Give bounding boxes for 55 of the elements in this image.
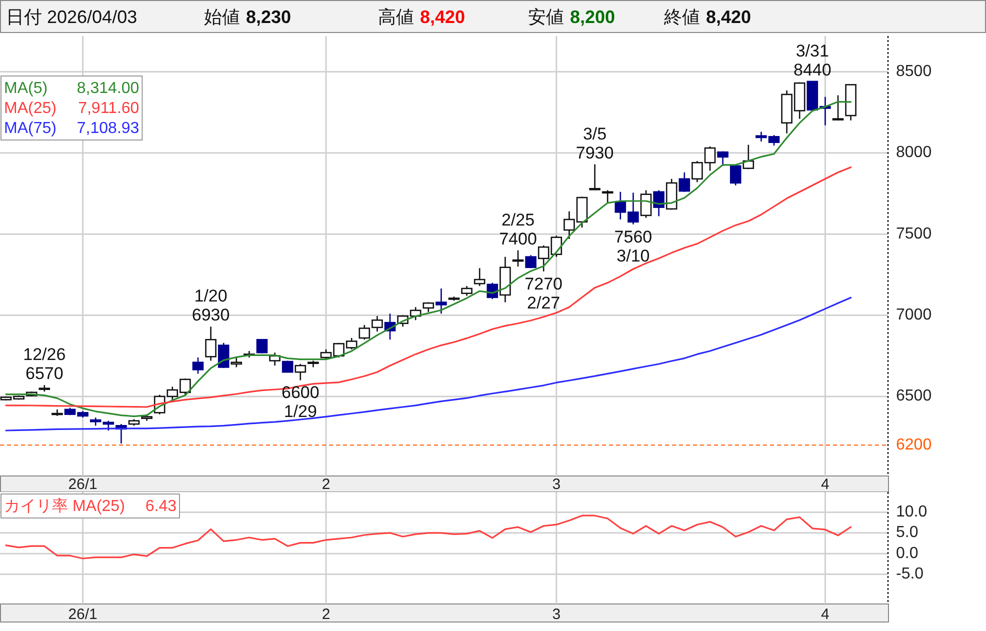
candlestick xyxy=(653,190,664,217)
candlestick xyxy=(192,356,204,374)
candlestick xyxy=(230,356,242,368)
candlestick xyxy=(461,285,472,296)
candlestick xyxy=(525,254,536,269)
x-tick-label: 26/1 xyxy=(68,476,98,493)
x-tick-label: 2 xyxy=(322,476,330,493)
x-tick-label: 2 xyxy=(322,606,330,623)
candlestick xyxy=(256,338,268,354)
annotation: 12/26 6570 xyxy=(23,345,66,384)
text: 終値 8,420 xyxy=(663,7,752,27)
candlestick xyxy=(282,360,294,373)
candlestick xyxy=(205,326,216,362)
ref-line: 6200 xyxy=(0,436,932,454)
y-tick-label: 8500 xyxy=(896,62,932,80)
x-tick-label: 3 xyxy=(552,476,561,493)
candlestick xyxy=(717,150,728,167)
candlestick xyxy=(538,244,550,272)
candlestick xyxy=(589,164,600,191)
chart-title: 日付 2026/04/03 xyxy=(6,7,138,27)
x-tick-label: 26/1 xyxy=(68,606,98,623)
ref-line-label: 6200 xyxy=(896,436,932,454)
candlestick xyxy=(640,190,652,218)
series-names: カイリ率 MA(25) 6.43 xyxy=(0,494,180,518)
candlestick xyxy=(602,190,614,204)
candlestick xyxy=(832,94,844,122)
text: 安値 8,200 xyxy=(528,7,616,27)
candlestick xyxy=(678,172,690,193)
line-series xyxy=(5,514,852,560)
candlestick xyxy=(730,164,742,186)
y-tick-label: -5.0 xyxy=(896,565,924,582)
y-tick-label: 7000 xyxy=(896,306,932,324)
annotation: 7270 2/27 xyxy=(524,274,563,312)
series-names: MA(5) 8,314.00 MA(25) 7,911.60 MA(75) 7,108.93 xyxy=(0,76,143,140)
annotation: 6600 1/29 xyxy=(281,383,320,422)
y-tick-label: 10.0 xyxy=(896,503,928,520)
x-tick-label: 4 xyxy=(821,476,830,493)
y-tick-label: 7500 xyxy=(896,225,932,242)
annotation: 7560 3/10 xyxy=(614,227,652,266)
y-tick-label: 0.0 xyxy=(896,544,918,562)
text: 始値 8,230 xyxy=(204,7,292,27)
candlestick xyxy=(294,363,306,381)
annotation: 2/25 7400 xyxy=(499,210,537,248)
annotation: 1/20 6930 xyxy=(192,286,230,325)
candlestick xyxy=(512,250,524,268)
y-tick-label: 6500 xyxy=(896,388,932,405)
annotation: 3/5 7930 xyxy=(576,124,614,162)
y-tick-label: 8000 xyxy=(896,144,932,162)
candlestick xyxy=(474,268,486,287)
text: 高値 8,420 xyxy=(378,7,466,27)
x-tick-label: 4 xyxy=(821,606,830,623)
annotation: 3/31 8440 xyxy=(793,41,832,80)
candlestick xyxy=(436,288,447,314)
y-tick-label: 5.0 xyxy=(896,524,918,542)
x-tick-label: 3 xyxy=(552,606,561,623)
